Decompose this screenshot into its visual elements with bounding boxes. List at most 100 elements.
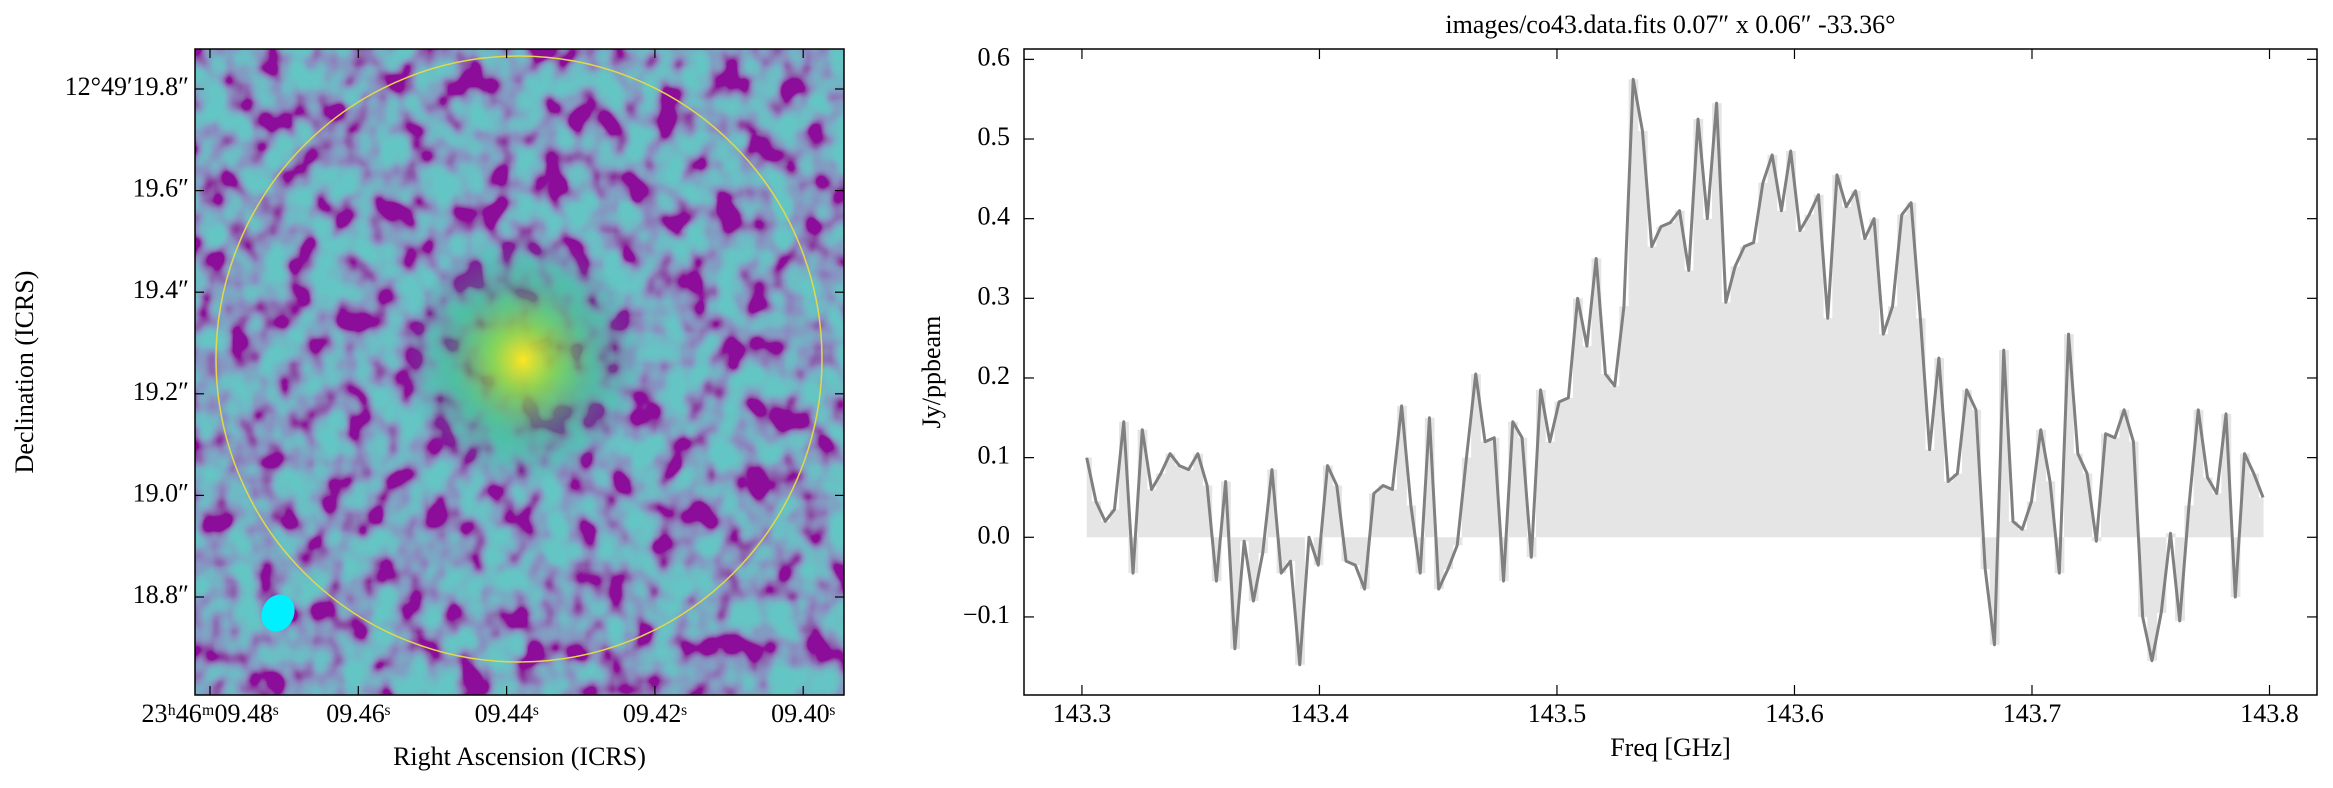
x-tick-label: 143.5	[1528, 699, 1587, 728]
fill-step	[1100, 521, 1111, 538]
fill-step	[1684, 270, 1694, 538]
region-circle	[215, 55, 823, 663]
fill-step	[2147, 537, 2158, 661]
fill-step	[2249, 473, 2259, 538]
x-tick-label: 143.8	[2240, 699, 2299, 728]
fill-step	[1767, 154, 1778, 538]
y-tick-label: 19.2″	[133, 377, 189, 406]
x-tick-label: 143.3	[1053, 699, 1112, 728]
fill-step	[1165, 453, 1176, 538]
fill-step	[1832, 174, 1843, 538]
y-tick-label: 18.8″	[133, 580, 189, 609]
x-tick-label: 143.6	[1765, 699, 1824, 728]
fill-step	[1508, 421, 1518, 538]
axes-frame	[1023, 48, 2318, 696]
x-tick-label: 09.44ˢ	[475, 699, 540, 728]
fill-step	[1573, 298, 1583, 538]
fill-step	[1406, 505, 1417, 538]
fill-step	[2063, 334, 2074, 538]
fill-step	[2156, 537, 2167, 613]
y-tick-label: 19.6″	[133, 174, 189, 203]
fill-step	[1860, 238, 1870, 538]
fill-step	[1962, 389, 1972, 538]
fill-step	[1471, 373, 1481, 538]
x-axis-label: Freq [GHz]	[1610, 733, 1731, 762]
fill-step	[1183, 469, 1194, 538]
fill-step	[1535, 389, 1546, 538]
fill-step	[2221, 413, 2232, 538]
fill-step	[1137, 429, 1148, 538]
fill-step	[1276, 537, 1287, 574]
fill-step	[1563, 397, 1574, 538]
fill-step	[1730, 266, 1741, 538]
fill-step	[1091, 501, 1102, 538]
fill-step	[1350, 537, 1361, 566]
fill-step	[1434, 537, 1444, 590]
x-tick-label: 09.42ˢ	[623, 699, 688, 728]
fill-step	[1693, 119, 1704, 538]
beam	[261, 594, 295, 632]
y-tick-label: 0.6	[978, 42, 1011, 71]
fill-step	[2193, 409, 2204, 538]
fill-step	[1739, 246, 1750, 538]
fill-step	[1295, 537, 1305, 665]
x-axis-label: Right Ascension (ICRS)	[393, 742, 646, 771]
fill-step	[1109, 509, 1120, 538]
y-axis-label: Jy/ppbeam	[917, 316, 946, 429]
fill-step	[1480, 441, 1491, 538]
fill-step	[1424, 417, 1435, 538]
fill-step	[1656, 226, 1667, 538]
fill-step	[1637, 131, 1648, 538]
fill-step	[1211, 537, 1222, 582]
fill-step	[1461, 457, 1472, 538]
fill-step	[1443, 537, 1454, 570]
fill-step	[2082, 473, 2093, 538]
fill-step	[1387, 489, 1398, 538]
fill-step	[1897, 214, 1907, 538]
fill-step	[2026, 501, 2037, 538]
fill-step	[1156, 473, 1166, 538]
fill-step	[2008, 521, 2019, 538]
y-tick-label: 19.0″	[133, 478, 189, 507]
fill-step	[1721, 302, 1731, 538]
fill-step	[1878, 334, 1889, 538]
fill-step	[1813, 194, 1824, 538]
fill-step	[1758, 182, 1769, 538]
fill-step	[1267, 469, 1278, 538]
axes-frame	[194, 48, 845, 696]
source-emission	[403, 235, 643, 485]
fill-step	[1582, 346, 1593, 538]
fill-step	[1248, 537, 1259, 602]
fill-step	[1999, 350, 2009, 538]
fill-step	[2175, 537, 2185, 621]
fill-step	[1239, 537, 1250, 542]
y-tick-label: 0.5	[978, 122, 1011, 151]
fill-step	[1795, 230, 1806, 538]
chart-title: images/co43.data.fits 0.07″ x 0.06″ -33.…	[1445, 10, 1895, 39]
fill-step	[1397, 405, 1407, 538]
fill-step	[1943, 481, 1954, 538]
x-tick-label: 143.7	[2003, 699, 2062, 728]
fill-step	[1119, 421, 1129, 538]
fill-step	[1804, 214, 1815, 538]
fill-step	[1906, 202, 1917, 538]
fill-step	[1086, 457, 1092, 538]
fill-step	[1869, 218, 1880, 538]
fill-step	[2138, 537, 2148, 617]
fill-step	[1600, 373, 1611, 538]
y-tick-label: 0.1	[978, 441, 1011, 470]
fill-step	[1193, 453, 1203, 538]
fill-step	[1702, 218, 1713, 538]
fill-step	[1369, 493, 1379, 538]
fill-step	[1915, 318, 1926, 538]
fill-step	[1887, 306, 1898, 538]
y-tick-label: −0.1	[963, 600, 1010, 629]
fill-step	[2239, 453, 2250, 538]
fill-step	[2258, 497, 2264, 538]
fill-step	[1332, 485, 1342, 538]
fill-step	[1146, 489, 1157, 538]
y-tick-label: 19.4″	[133, 275, 189, 304]
fill-step	[1517, 437, 1528, 538]
fill-step	[1665, 222, 1676, 538]
